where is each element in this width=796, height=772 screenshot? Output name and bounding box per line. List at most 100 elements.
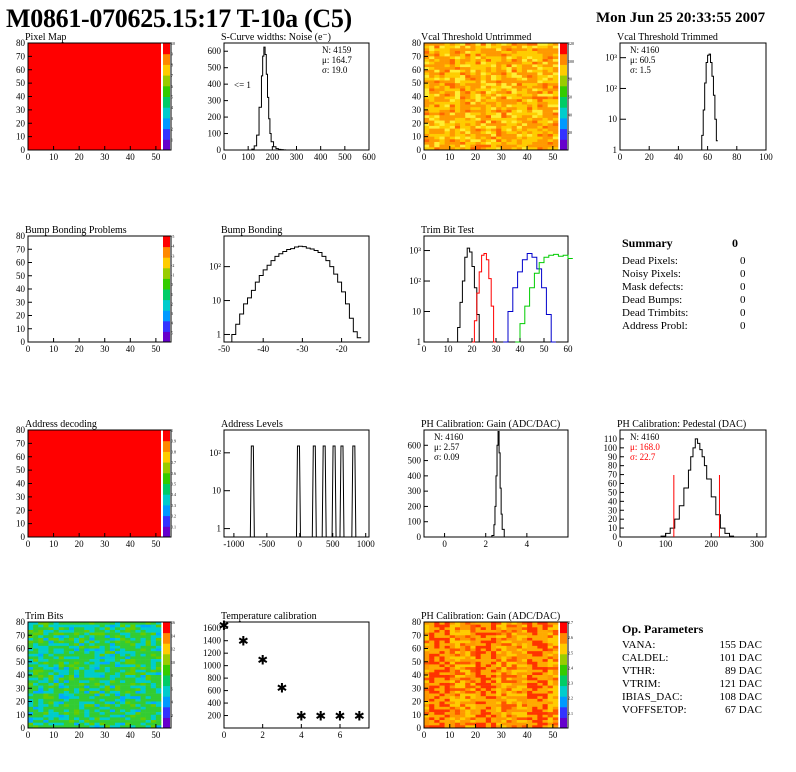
heatmap-cell [79,685,85,689]
heatmap-cell [501,72,507,76]
heatmap-cell [449,104,456,108]
heatmap-cell [429,656,435,660]
heatmap-cell [496,120,502,124]
heatmap-cell [532,125,538,129]
heatmap-cell [516,117,523,121]
heatmap-cell [516,147,523,151]
heatmap-cell [542,682,548,686]
heatmap-cell [527,645,533,649]
heatmap-cell [43,696,49,700]
heatmap-cell [537,704,543,708]
heatmap-cell [496,637,502,641]
heatmap-cell [537,643,543,647]
heatmap-cell [475,53,481,57]
heatmap-cell [537,688,543,692]
heatmap-cell [491,717,497,721]
heatmap-cell [449,696,456,700]
heatmap-cell [114,643,121,647]
heatmap-cell [454,643,461,647]
heatmap-cell [521,123,528,127]
heatmap-cell [74,667,80,670]
heatmap-cell [470,115,476,119]
summary-value: 0 [740,281,746,293]
heatmap-cell [114,651,121,655]
heatmap-cell [434,88,440,92]
heatmap-cell [28,712,34,716]
heatmap-cell [547,667,554,670]
heatmap-cell [485,88,492,92]
heatmap-cell [485,91,492,95]
heatmap-cell [33,627,39,631]
heatmap-cell [491,64,497,68]
heatmap-cell [547,629,554,633]
heatmap-cell [485,69,492,73]
heatmap-cell [68,680,75,684]
color-scale-bin [163,310,170,322]
heatmap-cell [84,685,90,689]
heatmap-cell [547,664,554,668]
heatmap-cell [501,629,507,633]
heatmap-cell [130,685,136,689]
heatmap-cell [120,656,126,660]
heatmap-cell [74,635,80,639]
heatmap-cell [58,696,65,700]
heatmap-cell [63,680,70,684]
heatmap-cell [43,720,49,723]
heatmap-cell [542,664,548,668]
heatmap-cell [470,645,476,649]
heatmap-cell [74,714,80,718]
heatmap-cell [465,653,471,657]
heatmap-cell [74,720,80,723]
heatmap-cell [460,690,466,694]
heatmap-cell [516,43,523,46]
y-tick-label: 10² [209,448,221,458]
heatmap-cell [424,45,430,49]
histogram-line [660,438,735,537]
x-tick-label: 80 [732,152,742,162]
heatmap-cell [521,69,528,73]
heatmap-cell [444,717,451,721]
heatmap-cell [552,104,559,108]
heatmap-cell [79,648,85,652]
y-tick-label: 0 [613,532,618,542]
heatmap-cell [68,672,75,676]
heatmap-cell [429,75,435,79]
heatmap-cell [491,629,497,633]
heatmap-cell [527,51,533,54]
heatmap-cell [43,653,49,657]
heatmap-cell [491,144,497,148]
heatmap-cell [444,664,451,668]
heatmap-cell [521,43,528,46]
heatmap-cell [104,688,111,692]
heatmap-cell [491,53,497,57]
y-tick-label: 1400 [203,636,222,646]
heatmap-cell [547,656,554,660]
heatmap-cell [527,640,533,644]
heatmap-cell [470,147,476,151]
heatmap-cell [74,709,80,713]
heatmap-cell [527,85,533,89]
heatmap-cell [552,144,559,148]
heatmap-cell [145,701,152,705]
heatmap-cell [439,725,445,729]
heatmap-cell [89,717,95,721]
heatmap-cell [480,682,487,686]
color-scale-bin [163,526,170,538]
heatmap-cell [74,706,80,710]
heatmap-cell [491,643,497,647]
heatmap-cell [145,629,152,633]
heatmap-cell [130,717,136,721]
heatmap-cell [552,701,559,705]
heatmap-cell [475,635,481,639]
heatmap-cell [89,714,95,718]
heatmap-cell [460,693,466,697]
heatmap-cell [150,640,157,644]
heatmap-cell [460,661,466,665]
heatmap-cell [496,672,502,676]
heatmap-cell [444,690,451,694]
heatmap-cell [434,117,440,121]
heatmap-cell [501,667,507,670]
heatmap-cell [454,696,461,700]
heatmap-cell [444,45,451,49]
chart-title: Bump Bonding [221,225,282,236]
